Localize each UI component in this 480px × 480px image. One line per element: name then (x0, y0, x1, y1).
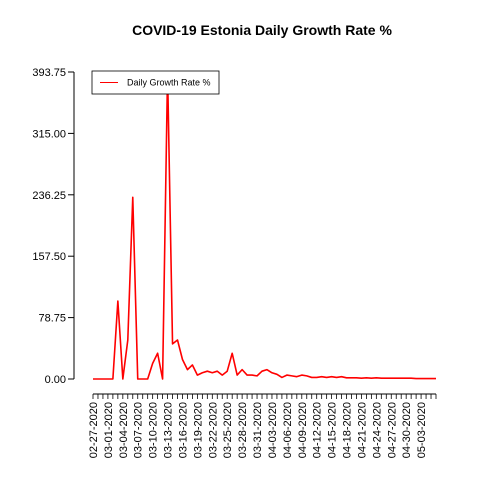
x-tick-label: 03-04-2020 (118, 402, 130, 458)
x-tick-label: 03-19-2020 (192, 402, 204, 458)
x-tick-label: 04-03-2020 (267, 402, 279, 458)
legend-box (91, 70, 220, 95)
legend: Daily Growth Rate % (91, 70, 220, 95)
y-tick-label: 236.25 (32, 190, 66, 202)
x-tick-label: 03-31-2020 (252, 402, 264, 458)
x-tick-label: 02-27-2020 (88, 402, 100, 458)
x-tick-label: 04-18-2020 (342, 402, 354, 458)
y-tick-label: 393.75 (32, 67, 66, 79)
series-line-daily-growth-rate (93, 71, 436, 380)
x-tick-label: 04-21-2020 (356, 402, 368, 458)
chart-title: COVID-19 Estonia Daily Growth Rate % (132, 22, 392, 38)
y-tick-label: 0.00 (45, 374, 66, 386)
x-axis: 02-27-2020 03-01-2020 03-04-2020 03-07-2020… (88, 393, 437, 458)
x-tick-label: 04-09-2020 (297, 402, 309, 458)
x-tick-label: 05-03-2020 (416, 402, 428, 458)
x-tick-label: 04-15-2020 (327, 402, 339, 458)
x-tick-label: 03-01-2020 (103, 402, 115, 458)
x-tick-label: 04-30-2020 (401, 402, 413, 458)
plot-area (93, 71, 436, 380)
x-tick-label: 04-12-2020 (312, 402, 324, 458)
x-tick-label: 04-06-2020 (282, 402, 294, 458)
y-axis: 0.00 78.75 157.50 236.25 315.00 393.75 (32, 67, 75, 386)
x-tick-label: 03-13-2020 (163, 402, 175, 458)
y-tick-label: 78.75 (38, 313, 66, 325)
legend-entry: Daily Growth Rate % (127, 78, 211, 88)
y-tick-label: 157.50 (32, 251, 66, 263)
x-tick-label: 03-16-2020 (177, 402, 189, 458)
x-tick-label: 04-24-2020 (371, 402, 383, 458)
x-tick-label: 03-10-2020 (148, 402, 160, 458)
x-tick-label: 04-27-2020 (386, 402, 398, 458)
y-tick-label: 315.00 (32, 128, 66, 140)
x-tick-label: 03-07-2020 (133, 402, 145, 458)
x-tick-label: 03-28-2020 (237, 402, 249, 458)
x-tick-label: 03-22-2020 (207, 402, 219, 458)
x-tick-label: 03-25-2020 (222, 402, 234, 458)
